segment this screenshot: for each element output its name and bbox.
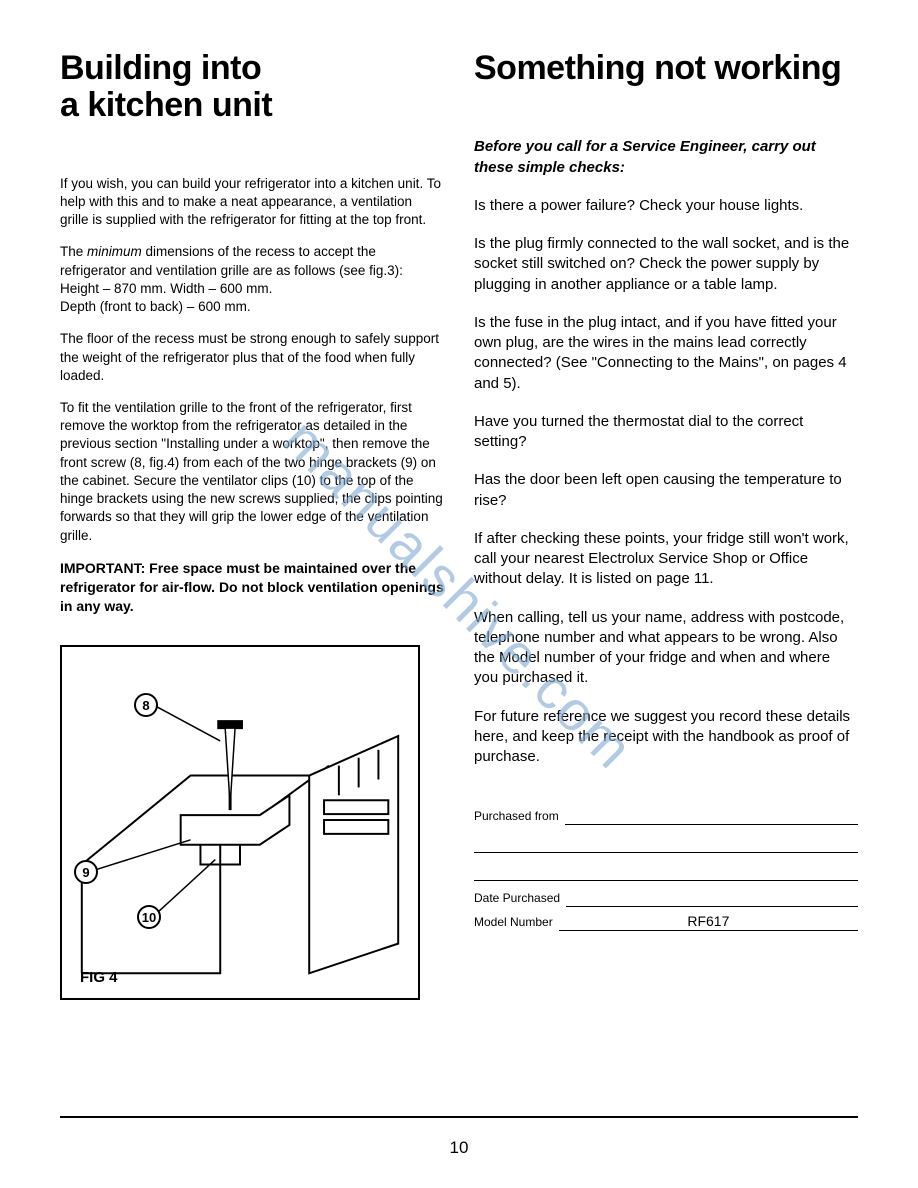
check-6: If after checking these points, your fri… <box>474 529 858 590</box>
figure-4-diagram <box>62 647 418 998</box>
check-5: Has the door been left open causing the … <box>474 470 858 511</box>
left-p3: The floor of the recess must be strong e… <box>60 330 444 385</box>
bottom-rule <box>60 1116 858 1118</box>
line-purchased-from[interactable] <box>565 807 858 825</box>
line-date-purchased[interactable] <box>566 889 858 907</box>
label-model-number: Model Number <box>474 915 559 931</box>
label-purchased-from: Purchased from <box>474 809 565 825</box>
two-column-layout: Building into a kitchen unit If you wish… <box>60 50 858 1000</box>
p2-dims1: Height – 870 mm. Width – 600 mm. <box>60 281 272 296</box>
form-row-purchased-from: Purchased from <box>474 807 858 825</box>
p2-italic: minimum <box>87 244 142 259</box>
form-row-model: Model Number RF617 <box>474 913 858 931</box>
figure-label: FIG 4 <box>80 969 118 986</box>
check-4: Have you turned the thermostat dial to t… <box>474 412 858 453</box>
check-8: For future reference we suggest you reco… <box>474 707 858 768</box>
check-3: Is the fuse in the plug intact, and if y… <box>474 313 858 394</box>
check-2: Is the plug firmly connected to the wall… <box>474 234 858 295</box>
right-intro: Before you call for a Service Engineer, … <box>474 137 858 178</box>
label-date-purchased: Date Purchased <box>474 891 566 907</box>
figure-4: 8 9 10 FIG 4 <box>60 645 420 1000</box>
left-p4: To fit the ventilation grille to the fro… <box>60 399 444 545</box>
p2-dims2: Depth (front to back) – 600 mm. <box>60 299 251 314</box>
left-p2: The minimum dimensions of the recess to … <box>60 243 444 316</box>
line-blank-1[interactable] <box>474 831 858 853</box>
important-note: IMPORTANT: Free space must be maintained… <box>60 559 444 616</box>
purchase-record-form: Purchased from Date Purchased Model Numb… <box>474 807 858 931</box>
left-column: Building into a kitchen unit If you wish… <box>60 50 444 1000</box>
p2-prefix: The <box>60 244 87 259</box>
right-heading: Something not working <box>474 50 858 87</box>
check-7: When calling, tell us your name, address… <box>474 608 858 689</box>
line-model-number[interactable]: RF617 <box>559 913 858 931</box>
right-column: Something not working Before you call fo… <box>474 50 858 1000</box>
form-row-date: Date Purchased <box>474 889 858 907</box>
line-blank-2[interactable] <box>474 859 858 881</box>
left-heading: Building into a kitchen unit <box>60 50 444 125</box>
page-number: 10 <box>450 1138 469 1158</box>
check-1: Is there a power failure? Check your hou… <box>474 196 858 216</box>
left-p1: If you wish, you can build your refriger… <box>60 175 444 230</box>
model-number-value: RF617 <box>687 913 729 929</box>
